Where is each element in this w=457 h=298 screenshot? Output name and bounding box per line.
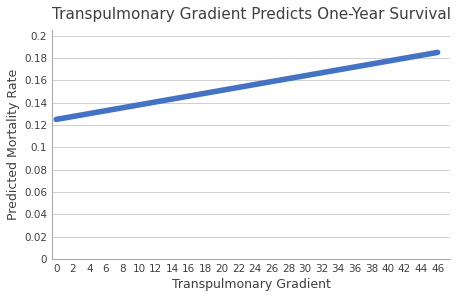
Title: Transpulmonary Gradient Predicts One-Year Survival: Transpulmonary Gradient Predicts One-Yea… (52, 7, 451, 22)
X-axis label: Transpulmonary Gradient: Transpulmonary Gradient (172, 278, 330, 291)
Y-axis label: Predicted Mortality Rate: Predicted Mortality Rate (7, 69, 20, 220)
